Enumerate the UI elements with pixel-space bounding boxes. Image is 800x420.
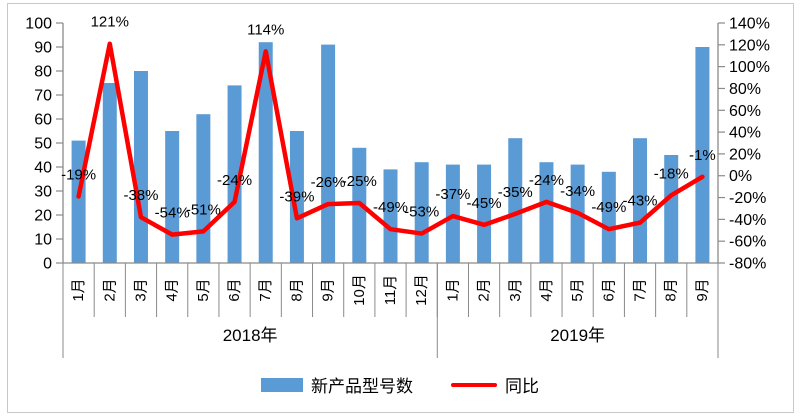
yoy-point-label: -54% — [155, 205, 190, 222]
month-label: 9月 — [694, 278, 711, 301]
month-label: 2月 — [476, 278, 493, 301]
bar-3 — [165, 131, 180, 263]
month-label: 8月 — [288, 278, 305, 301]
right-axis-tick-label: 60% — [729, 103, 761, 120]
right-axis-tick-label: -40% — [729, 212, 766, 229]
yoy-line — [76, 41, 705, 237]
month-label: 4月 — [538, 278, 555, 301]
month-label: 2月 — [101, 278, 118, 301]
yoy-point-label: -24% — [529, 172, 564, 189]
yoy-point-label: -39% — [279, 188, 314, 205]
right-axis-tick-label: -60% — [729, 234, 766, 251]
left-axis-tick-label: 20 — [34, 208, 52, 225]
yoy-point-label: -25% — [342, 173, 377, 190]
yoy-point-label: -45% — [467, 195, 502, 212]
bar-series-swatch — [261, 377, 303, 392]
bar-0 — [71, 140, 86, 263]
bar-4 — [196, 114, 211, 263]
left-axis-tick-label: 90 — [34, 40, 52, 57]
left-axis-tick-label: 30 — [34, 184, 52, 201]
bar-11 — [414, 162, 429, 263]
yoy-point-label: -34% — [560, 183, 595, 200]
left-axis-tick-label: 0 — [43, 256, 52, 273]
month-label: 4月 — [164, 278, 181, 301]
legend-item-bar-series: 新产品型号数 — [261, 372, 413, 397]
month-label: 7月 — [257, 278, 274, 301]
bar-5 — [227, 85, 242, 264]
yoy-point-label: -26% — [311, 174, 346, 191]
legend-label-bar-series: 新产品型号数 — [311, 377, 413, 396]
line-series-swatch — [451, 382, 497, 387]
right-axis-tick-label: 120% — [729, 37, 770, 54]
left-axis-tick-label: 40 — [34, 160, 52, 177]
yoy-point-label: -19% — [61, 166, 96, 183]
bar-2 — [133, 71, 148, 263]
right-axis-tick-label: 40% — [729, 125, 761, 142]
yoy-point-label: -1% — [689, 147, 716, 164]
bar-20 — [695, 47, 710, 263]
bar-1 — [102, 83, 117, 263]
yoy-point-label: -35% — [498, 184, 533, 201]
yoy-point-label: 114% — [247, 21, 284, 38]
right-axis-tick-label: 80% — [729, 81, 761, 98]
month-label: 8月 — [663, 278, 680, 301]
yoy-point-label: -43% — [623, 193, 658, 210]
bar-12 — [445, 164, 460, 263]
month-label: 7月 — [632, 278, 649, 301]
legend-item-line-series: 同比 — [451, 372, 539, 397]
month-label: 5月 — [569, 278, 586, 301]
bar-19 — [664, 155, 679, 263]
month-label: 9月 — [320, 278, 337, 301]
yoy-point-label: -49% — [373, 199, 408, 216]
bar-18 — [633, 138, 648, 263]
left-axis-tick-label: 50 — [34, 136, 52, 153]
bar-17 — [601, 171, 616, 263]
month-label: 5月 — [195, 278, 212, 301]
month-label: 3月 — [507, 278, 524, 301]
month-label: 11月 — [382, 275, 399, 306]
yoy-point-label: -38% — [123, 187, 158, 204]
bar-14 — [508, 138, 523, 263]
year-label: 2018年 — [223, 326, 278, 345]
right-axis-tick-label: -80% — [729, 256, 766, 273]
bar-7 — [289, 131, 304, 263]
left-axis-tick-label: 10 — [34, 232, 52, 249]
bar-6 — [258, 42, 273, 264]
bar-8 — [321, 44, 336, 263]
right-axis-tick-label: 0% — [729, 168, 752, 185]
legend: 新产品型号数 同比 — [261, 372, 539, 397]
month-label: 12月 — [413, 274, 430, 306]
year-label: 2019年 — [550, 326, 605, 345]
right-axis-tick-label: -20% — [729, 190, 766, 207]
left-axis-tick-label: 60 — [34, 112, 52, 129]
yoy-point-label: 121% — [91, 14, 129, 31]
month-label: 1月 — [70, 278, 87, 301]
yoy-point-label: -51% — [186, 201, 221, 218]
yoy-point-label: -18% — [654, 165, 689, 182]
right-axis-tick-label: 20% — [729, 146, 761, 163]
left-axis-tick-label: 70 — [34, 88, 52, 105]
right-axis-tick-label: 100% — [729, 59, 770, 76]
bar-13 — [477, 164, 492, 263]
month-label: 1月 — [444, 278, 461, 301]
yoy-point-label: -24% — [217, 172, 252, 189]
left-axis-tick-label: 100 — [25, 16, 52, 33]
yoy-point-label: -53% — [404, 204, 439, 221]
month-label: 6月 — [226, 278, 243, 301]
right-axis-tick-label: 140% — [729, 16, 770, 33]
legend-label-line-series: 同比 — [505, 377, 539, 396]
bar-10 — [383, 169, 398, 263]
bar-15 — [539, 162, 554, 263]
month-label: 6月 — [600, 278, 617, 301]
yoy-point-label: -49% — [591, 199, 626, 216]
month-label: 10月 — [351, 274, 368, 306]
left-axis-tick-label: 80 — [34, 64, 52, 81]
yoy-point-label: -37% — [435, 186, 470, 203]
month-label: 3月 — [132, 278, 149, 301]
